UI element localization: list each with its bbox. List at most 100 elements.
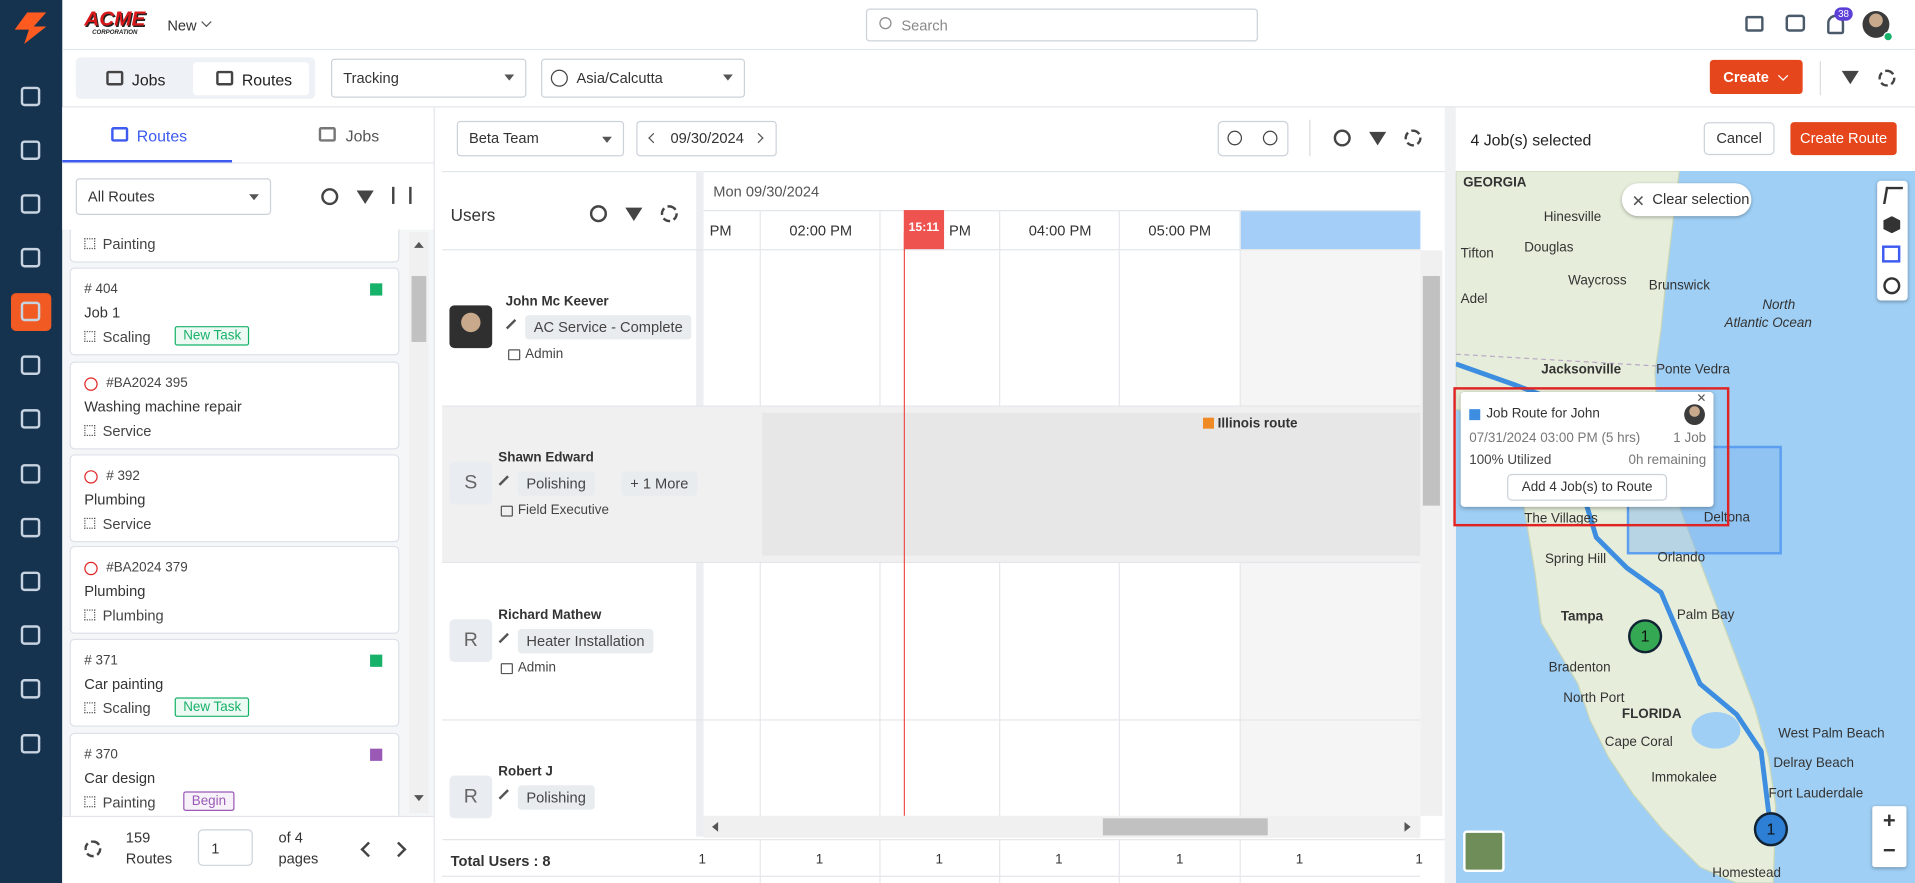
notification-badge: 38 [1834,7,1853,21]
team-select[interactable]: Beta Team [456,120,625,157]
tag-icon [84,702,96,714]
timezone-select[interactable]: Asia/Calcutta [541,58,745,98]
date-picker[interactable]: 09/30/2024 [636,120,777,157]
skill-chip: Heater Installation [517,628,654,654]
pointer-tool[interactable] [1882,186,1904,204]
chat-icon[interactable] [1785,14,1806,32]
map-label: Hinesville [1544,209,1601,224]
jobs-tab-icon [318,127,336,142]
search-icon[interactable] [321,188,339,206]
route-count: 159 [125,829,151,847]
tab-jobs[interactable]: Jobs [131,70,166,90]
map-type-thumb[interactable] [1463,830,1505,873]
nav-icon [20,86,41,107]
settings-icon[interactable] [1404,129,1422,147]
route-card[interactable]: # 392 Plumbing Service [69,454,400,543]
map-label: FLORIDA [1622,706,1682,721]
day-label: Mon 09/30/2024 [713,183,820,201]
user-name: Shawn Edward [498,450,594,466]
zoom-out[interactable] [1262,130,1278,146]
tracking-value: Tracking [343,69,399,87]
create-button[interactable]: Create [1709,59,1803,95]
map-label: Atlantic Ocean [1723,315,1811,330]
footer-settings[interactable] [84,840,102,858]
tracking-select[interactable]: Tracking [330,58,527,98]
route-id: #BA2024 395 [106,376,188,391]
tab-routes[interactable]: Routes [241,70,293,90]
zoom-in-map[interactable]: + [1882,808,1896,833]
hour-label: PM [709,222,732,240]
search-box[interactable] [865,8,1258,42]
routes-filter[interactable]: All Routes [75,178,272,215]
panel-tab-jobs[interactable]: Jobs [345,127,380,146]
toolbar-border [62,106,1915,108]
map-label: Tifton [1461,246,1494,261]
marker-label: 1 [1641,629,1650,646]
settings-icon[interactable] [1878,69,1896,87]
active-nav [10,293,52,331]
map-label: Jacksonville [1541,362,1621,377]
route-tag: Service [102,422,152,440]
zoom-out-map[interactable]: − [1882,837,1896,863]
filter-icon[interactable] [356,190,374,204]
users-filter[interactable] [625,207,643,222]
map[interactable]: GEORGIA Hinesville Tifton Douglas Waycross Br… [1455,170,1915,883]
users-settings[interactable] [660,205,678,223]
map-label: Delray Beach [1773,755,1854,770]
skill-chip: AC Service - Complete [525,315,692,340]
now-line [903,232,905,816]
page-input[interactable]: 1 [197,829,253,866]
filter-icon[interactable] [1369,131,1387,146]
date-value: 09/30/2024 [670,129,744,147]
popup-close[interactable]: ✕ [1696,392,1707,406]
rectangle-tool[interactable] [1882,245,1901,263]
alarm-icon [84,377,98,391]
hscroll-right [1404,821,1411,832]
route-card[interactable]: Painting [69,229,400,263]
tab-underline [62,159,233,163]
circle-tool[interactable] [1883,277,1901,295]
route-card[interactable]: # 371 Car painting Scaling New Task [69,638,400,727]
chevron [504,74,515,81]
clear-selection[interactable]: Clear selection [1621,183,1752,217]
users-title: Users [450,205,496,225]
route-card[interactable]: #BA2024 395 Washing machine repair Service [69,361,400,450]
scroll-down[interactable] [414,795,424,802]
cancel-button[interactable]: Cancel [1703,122,1775,156]
user-name: Richard Mathew [498,608,602,623]
tag-icon [84,517,96,529]
route-marker [1753,812,1788,847]
status-badge: New Task [174,326,250,346]
filter-icon[interactable] [1841,70,1859,85]
zoom-in[interactable] [1227,130,1243,146]
header [62,0,1915,51]
route-card[interactable]: # 370 Car design Painting Begin [69,732,400,816]
sort-icon[interactable] [392,186,412,204]
hour-label: PM [948,222,971,240]
route-card[interactable]: # 404 Job 1 Scaling New Task [69,267,400,356]
new-menu[interactable]: New [167,17,197,35]
panel-tab-routes[interactable]: Routes [136,127,188,146]
role-icon [508,349,521,361]
create-route-button[interactable]: Create Route [1790,122,1897,156]
map-header-border [1444,107,1456,883]
scroll-up[interactable] [414,241,424,248]
add-jobs-button[interactable]: Add 4 Job(s) to Route [1507,473,1668,501]
nav-icon [20,409,41,429]
user-avatar: R [449,775,493,819]
users-search[interactable] [589,205,607,223]
user-role: Admin [525,346,564,362]
event-label: Illinois route [1217,416,1298,432]
map-label: North Port [1563,690,1624,705]
route-card[interactable]: #BA2024 379 Plumbing Plumbing [69,545,400,634]
hour-count: 1 [1055,852,1063,868]
hour-count: 1 [698,852,706,868]
popup-time: 07/31/2024 03:00 PM (5 hrs) [1469,431,1641,446]
route-id: # 392 [106,468,140,484]
announce-icon[interactable] [1745,15,1764,32]
search-icon[interactable] [1333,129,1351,147]
timezone-value: Asia/Calcutta [576,69,663,87]
polygon-tool[interactable] [1883,216,1901,234]
